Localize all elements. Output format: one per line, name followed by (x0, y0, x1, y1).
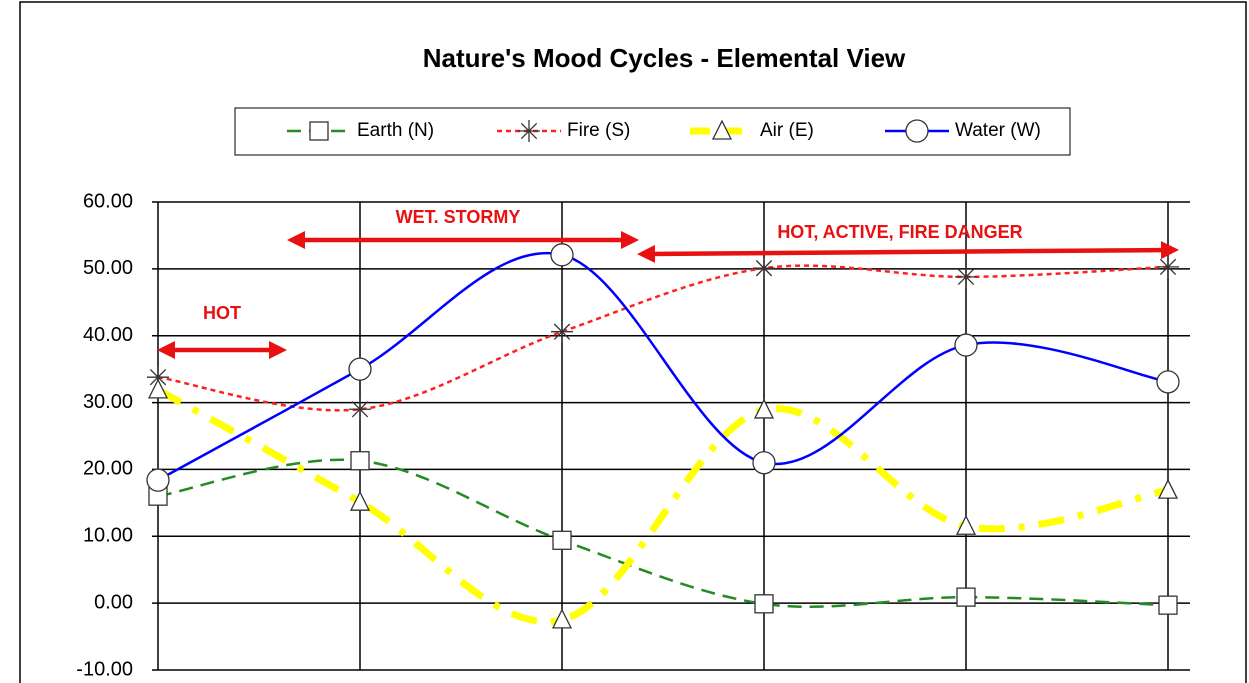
legend-label: Earth (N) (357, 120, 434, 141)
point-marker (711, 119, 733, 140)
point-marker (309, 121, 329, 141)
chart-title: Nature's Mood Cycles - Elemental View (423, 43, 906, 73)
point-marker (147, 366, 169, 389)
y-tick-label: 50.00 (83, 257, 133, 279)
point-marker (752, 451, 776, 475)
y-tick-label: -10.00 (76, 658, 133, 680)
series-line (157, 458, 1169, 608)
point-marker (550, 243, 574, 267)
point-marker (552, 530, 572, 550)
annotation: HOT (203, 303, 241, 323)
point-marker (349, 398, 371, 421)
y-tick-label: 40.00 (83, 324, 133, 346)
legend-label: Air (E) (760, 120, 814, 141)
point-marker (349, 490, 371, 511)
point-marker (753, 398, 775, 419)
point-marker (1157, 255, 1179, 278)
y-tick-label: 30.00 (83, 391, 133, 413)
point-marker (955, 514, 977, 535)
point-marker (518, 120, 540, 142)
point-marker (1156, 370, 1180, 394)
point-marker (146, 468, 170, 492)
y-tick-label: 10.00 (83, 525, 133, 547)
series-line (156, 386, 1169, 625)
point-marker (954, 333, 978, 357)
point-marker (348, 357, 372, 381)
y-tick-label: 20.00 (83, 458, 133, 480)
point-marker (1158, 595, 1178, 615)
point-marker (147, 378, 169, 399)
annotation-arrow (637, 241, 1179, 263)
annotation: HOT, ACTIVE, FIRE DANGER (777, 222, 1022, 242)
annotation: WET. STORMY (396, 207, 521, 227)
legend-label: Water (W) (955, 120, 1041, 141)
point-marker (955, 265, 977, 288)
point-marker (350, 451, 370, 471)
point-marker (905, 119, 929, 143)
point-marker (551, 320, 573, 343)
chart-frame (19, 1, 1247, 683)
point-marker (956, 587, 976, 607)
y-tick-label: 60.00 (83, 190, 133, 212)
point-marker (754, 594, 774, 614)
point-marker (1157, 478, 1179, 499)
point-marker (753, 257, 775, 280)
y-tick-label: 0.00 (94, 591, 133, 613)
point-marker (551, 608, 573, 629)
legend-label: Fire (S) (567, 120, 630, 141)
